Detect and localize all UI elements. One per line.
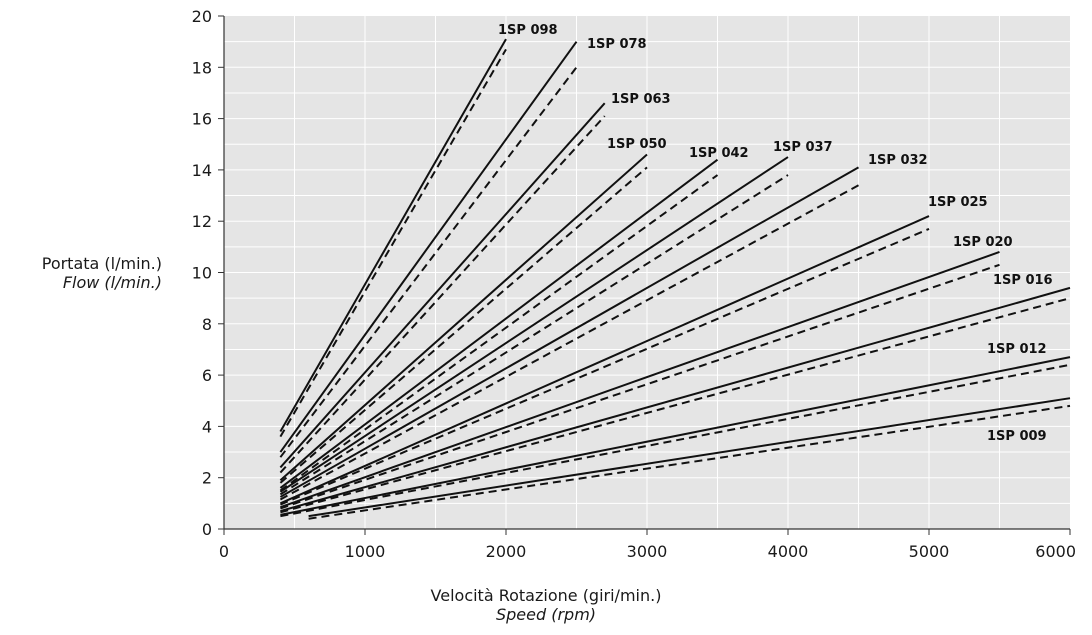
y-tick-label: 18	[192, 58, 212, 77]
series-line-1sp-009-solid	[308, 397, 1071, 518]
series-labels: 1SP 098 1SP 078 1SP 063 1SP 050 1SP 042 1SP 0…	[498, 23, 1053, 444]
series-line-1sp-078-solid	[279, 41, 578, 453]
y-axis-label: Portata (l/min.)	[41, 254, 162, 273]
y-tick-label: 0	[202, 520, 212, 539]
series-label-1sp-078: 1SP 078	[587, 37, 647, 52]
series-line-1sp-032-dashed	[279, 184, 859, 501]
x-tick-label: 1000	[345, 542, 386, 561]
series-line-1sp-063-solid	[279, 102, 606, 469]
x-axis-title: Velocità Rotazione (giri/min.) Speed (rp…	[346, 586, 746, 624]
series-line-1sp-078-dashed	[279, 66, 578, 458]
series-line-1sp-037-solid	[279, 156, 789, 493]
series-line-1sp-050-dashed	[279, 166, 648, 484]
series-label-1sp-037: 1SP 037	[773, 140, 833, 155]
series-line-1sp-037-dashed	[279, 174, 789, 496]
tick-labels: 0 2 4 6 8 10 12 14 16 18 20 0 1000 2000 3000 4000 5000 60…	[192, 7, 1076, 561]
series-line-1sp-063-dashed	[279, 115, 606, 474]
y-tick-label: 20	[192, 7, 212, 26]
series-line-1sp-020-dashed	[280, 263, 1000, 510]
series-label-1sp-025: 1SP 025	[928, 195, 988, 210]
x-axis-label: Velocità Rotazione (giri/min.)	[430, 586, 662, 605]
series-line-1sp-098-dashed	[279, 48, 507, 438]
x-tick-label: 0	[219, 542, 229, 561]
series-line-1sp-009-dashed	[308, 404, 1071, 520]
series-label-1sp-020: 1SP 020	[953, 235, 1013, 250]
x-axis-label-english: Speed (rpm)	[495, 605, 597, 624]
x-tick-label: 4000	[768, 542, 809, 561]
series-line-1sp-012-solid	[280, 356, 1071, 516]
series-line-1sp-016-dashed	[280, 297, 1071, 514]
grid-lines	[224, 16, 1070, 529]
series-label-1sp-098: 1SP 098	[498, 23, 558, 38]
series-label-1sp-050: 1SP 050	[607, 137, 667, 152]
y-axis-label-english: Flow (l/min.)	[62, 273, 162, 292]
y-tick-label: 2	[202, 469, 212, 488]
series-line-1sp-025-dashed	[280, 227, 930, 506]
y-tick-label: 12	[192, 212, 212, 231]
series-line-1sp-012-dashed	[280, 363, 1071, 518]
series-label-1sp-009: 1SP 009	[987, 429, 1047, 444]
y-tick-label: 10	[192, 264, 212, 283]
series-label-1sp-063: 1SP 063	[611, 92, 671, 107]
x-tick-label: 3000	[627, 542, 668, 561]
series-label-1sp-032: 1SP 032	[868, 153, 928, 168]
axes	[218, 15, 1071, 535]
series-line-1sp-020-solid	[280, 251, 1000, 509]
y-tick-label: 6	[202, 366, 212, 385]
series-label-1sp-012: 1SP 012	[987, 342, 1047, 357]
x-tick-label: 2000	[486, 542, 527, 561]
y-axis-title: Portata (l/min.) Flow (l/min.)	[42, 254, 162, 292]
y-tick-label: 14	[192, 161, 212, 180]
y-tick-label: 16	[192, 110, 212, 129]
series-line-1sp-042-solid	[279, 158, 719, 489]
series-label-1sp-042: 1SP 042	[689, 146, 749, 161]
series-label-1sp-016: 1SP 016	[993, 273, 1053, 288]
x-tick-label: 6000	[1035, 542, 1076, 561]
series-line-1sp-025-solid	[279, 215, 930, 505]
series-line-1sp-032-solid	[279, 166, 859, 498]
series-line-1sp-016-solid	[280, 286, 1071, 513]
series-line-1sp-098-solid	[279, 38, 507, 433]
x-tick-label: 5000	[909, 542, 950, 561]
series-lines	[279, 38, 1071, 520]
series-line-1sp-042-dashed	[279, 174, 719, 492]
y-tick-label: 4	[202, 417, 212, 436]
series-line-1sp-050-solid	[279, 153, 648, 482]
y-tick-label: 8	[202, 315, 212, 334]
